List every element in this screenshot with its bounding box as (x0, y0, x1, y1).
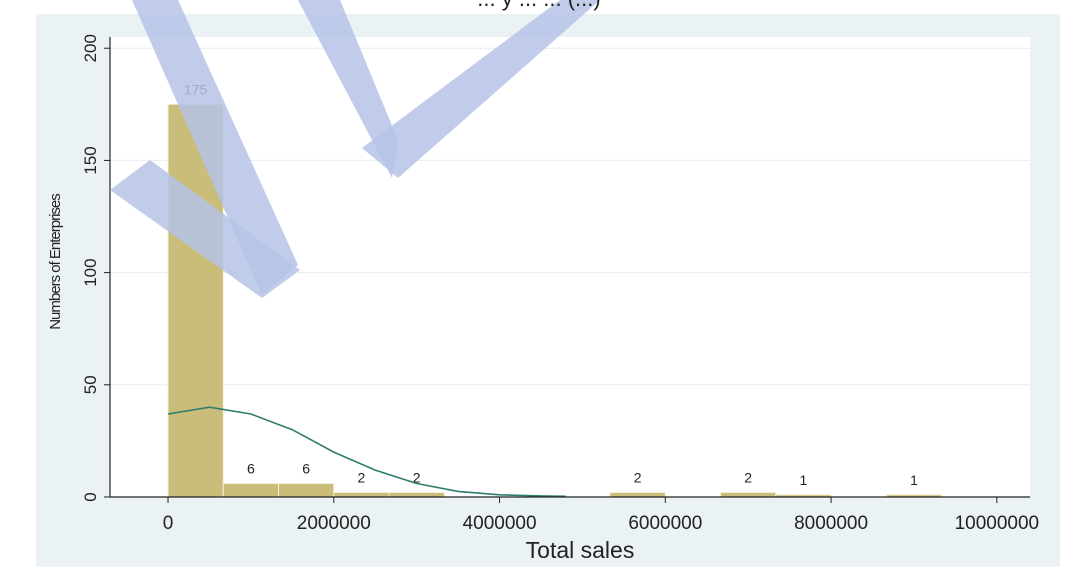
axes (109, 37, 1030, 498)
bar-count-label: 6 (302, 461, 310, 477)
x-tick-label: 2000000 (297, 513, 371, 534)
y-tick-label: 200 (81, 34, 100, 62)
histogram-bar (609, 492, 666, 498)
watermark-logo (110, 0, 600, 298)
y-tick-label: 100 (81, 258, 100, 286)
bar-count-label: 1 (910, 472, 918, 488)
x-tick-label: 6000000 (628, 513, 702, 534)
bar-count-label: 6 (247, 461, 255, 477)
x-tick-label: 0 (163, 513, 174, 534)
bar-count-label: 2 (634, 470, 642, 486)
y-tick-label: 50 (81, 375, 100, 394)
gridlines (110, 47, 1030, 386)
x-tick-label: 10000000 (955, 513, 1040, 534)
bar-count-label: 2 (358, 470, 366, 486)
bar-count-label: 2 (413, 470, 421, 486)
y-tick-label: 150 (81, 146, 100, 174)
cropped-title-fragment: ... y ... ... (...) (0, 0, 1078, 11)
density-curve (167, 406, 566, 498)
bar-count-label: 1 (800, 472, 808, 488)
x-tick-label: 8000000 (794, 513, 868, 534)
histogram-bar (333, 492, 390, 498)
x-tick-label: 4000000 (463, 513, 537, 534)
watermark-stroke-left (132, 0, 298, 295)
watermark-stroke-right (362, 0, 600, 178)
histogram-bar (278, 483, 335, 498)
x-axis-ticks: 0 2000000 4000000 6000000 8000000 10000000 (163, 497, 1039, 534)
histogram-bar (388, 492, 445, 498)
y-axis-label: Numbers of Enterprises (47, 194, 64, 330)
bar-count-label: 2 (744, 470, 752, 486)
histogram-bar (720, 492, 777, 498)
y-axis-ticks: 0 50 100 150 200 (81, 34, 110, 502)
watermark-stroke-lower (110, 160, 300, 298)
histogram-bar (222, 483, 280, 498)
x-axis-label: Total sales (526, 537, 635, 563)
y-tick-label: 0 (81, 492, 100, 501)
watermark-stroke-v (298, 0, 398, 178)
